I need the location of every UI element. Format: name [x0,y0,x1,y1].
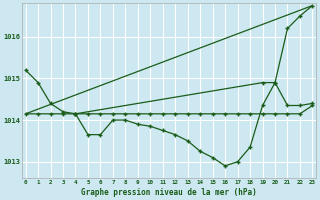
X-axis label: Graphe pression niveau de la mer (hPa): Graphe pression niveau de la mer (hPa) [81,188,257,197]
